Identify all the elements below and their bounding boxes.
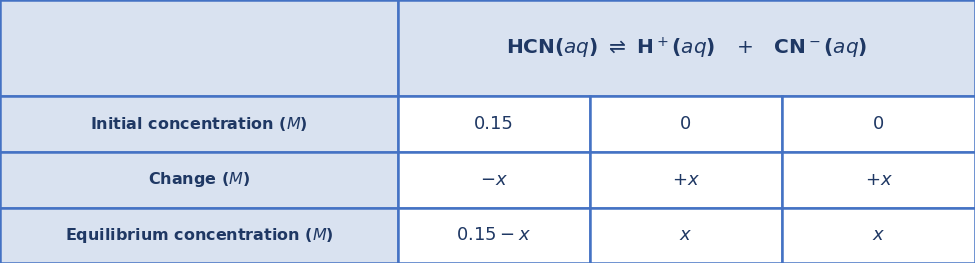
Text: HCN$\mathbf{(}$$\it{aq}$$\mathbf{)}$ $\rightleftharpoons$ H$^+$$\mathbf{(}$$\it{: HCN$\mathbf{(}$$\it{aq}$$\mathbf{)}$ $\r…: [506, 35, 867, 61]
Text: $x$: $x$: [680, 226, 692, 244]
Text: $x$: $x$: [872, 226, 885, 244]
Text: $+x$: $+x$: [672, 171, 700, 189]
Text: $+x$: $+x$: [865, 171, 892, 189]
Bar: [590, 152, 782, 208]
Bar: [0, 208, 398, 263]
Bar: [398, 0, 975, 96]
Bar: [398, 208, 590, 263]
Bar: [398, 152, 590, 208]
Text: 0: 0: [873, 115, 884, 133]
Text: Initial concentration ($\it{M}$): Initial concentration ($\it{M}$): [90, 115, 308, 133]
Bar: [782, 152, 975, 208]
Bar: [0, 96, 398, 152]
Text: Change ($\it{M}$): Change ($\it{M}$): [148, 170, 250, 189]
Bar: [590, 208, 782, 263]
Bar: [398, 96, 590, 152]
Text: $-x$: $-x$: [480, 171, 508, 189]
Bar: [782, 208, 975, 263]
Text: 0: 0: [681, 115, 691, 133]
Bar: [782, 96, 975, 152]
Text: $0.15 - x$: $0.15 - x$: [456, 226, 531, 244]
Bar: [0, 0, 398, 96]
Text: 0.15: 0.15: [474, 115, 514, 133]
Bar: [590, 96, 782, 152]
Bar: [0, 152, 398, 208]
Text: Equilibrium concentration ($\it{M}$): Equilibrium concentration ($\it{M}$): [64, 226, 333, 245]
